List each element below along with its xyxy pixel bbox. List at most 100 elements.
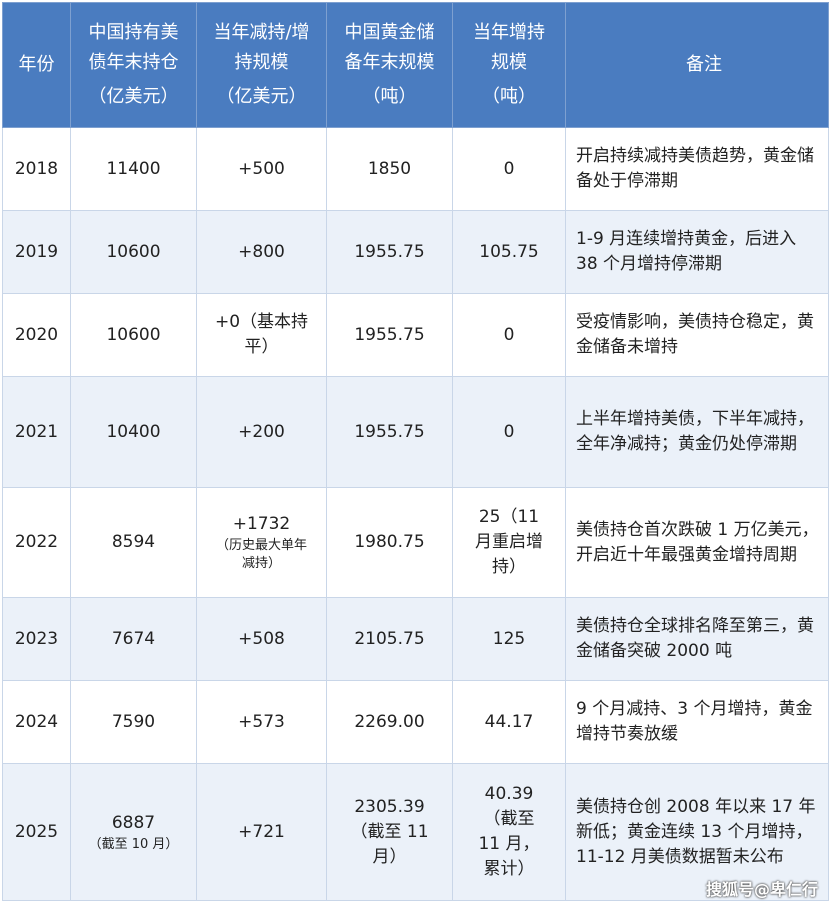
table-cell: 44.17 — [452, 680, 566, 764]
cell-text: 2025 — [14, 821, 59, 842]
cell-text: 2024 — [14, 711, 59, 732]
table-cell: 2105.75 — [326, 597, 453, 681]
cell-text: 美债持仓创 2008 年以来 17 年新低；黄金连续 13 个月增持，11-12… — [576, 796, 816, 867]
cell-text: 10600 — [106, 324, 161, 345]
table-cell: 2022 — [2, 487, 71, 598]
remark-cell: 美债持仓全球排名降至第三，黄金储备突破 2000 吨 — [565, 597, 829, 681]
cell-text: 美债持仓首次跌破 1 万亿美元，开启近十年最强黄金增持周期 — [576, 519, 819, 565]
cell-text: 11400 — [106, 158, 161, 179]
table-cell: 1980.75 — [326, 487, 453, 598]
table-cell: 10600 — [70, 210, 197, 294]
table-cell: 0 — [452, 127, 566, 211]
cell-text: 1980.75 — [354, 532, 425, 552]
table-cell: +1732 （历史最大单年减持） — [196, 487, 327, 598]
cell-text: +508 — [238, 628, 285, 649]
cell-text: 25（11 月重启增持） — [475, 507, 543, 577]
cell-text: +573 — [238, 711, 285, 732]
table-cell: 10400 — [70, 376, 197, 488]
table-cell: 2019 — [2, 210, 71, 294]
cell-text: 1955.75 — [354, 241, 425, 262]
table-cell: 10600 — [70, 293, 197, 377]
cell-text: 7590 — [111, 711, 156, 732]
table-cell: 2305.39（截至 11 月） — [326, 763, 453, 901]
table-row: 2018 11400 +500 1850 0 开启持续减持美债趋势，黄金储备处于停滞期 — [2, 127, 829, 211]
table-cell: 8594 — [70, 487, 197, 598]
table-row: 2019 10600 +800 1955.75 105.75 1-9 月连续增持黄金，后进… — [2, 210, 829, 294]
table-row: 2021 10400 +200 1955.75 0 上半年增持美债，下半年减持，全年净减持… — [2, 376, 829, 488]
cell-text: 1955.75 — [354, 324, 425, 345]
header-row: 年份 中国持有美债年末持仓 （亿美元） 当年减持/增持规模 （亿美元） 中国黄金储备年末规… — [2, 2, 829, 128]
table-cell: 2023 — [2, 597, 71, 681]
table-cell: 7590 — [70, 680, 197, 764]
cell-text: 2023 — [14, 628, 59, 649]
table-cell: +721 — [196, 763, 327, 901]
table-cell: 6887 （截至 10 月） — [70, 763, 197, 901]
table-cell: +200 — [196, 376, 327, 488]
remark-cell: 美债持仓创 2008 年以来 17 年新低；黄金连续 13 个月增持，11-12… — [565, 763, 829, 901]
cell-text: 7674 — [111, 628, 156, 649]
cell-text: +1732 — [232, 514, 291, 534]
table-cell: 2025 — [2, 763, 71, 901]
table-cell: 105.75 — [452, 210, 566, 294]
header-unit: （吨） — [482, 86, 536, 107]
cell-text: 2269.00 — [354, 711, 425, 732]
cell-note: （历史最大单年减持） — [215, 538, 307, 571]
remark-cell: 9 个月减持、3 个月增持，黄金增持节奏放缓 — [565, 680, 829, 764]
header-cell: 中国黄金储备年末规模 （吨） — [326, 2, 453, 128]
cell-text: 2021 — [14, 421, 59, 442]
remark-cell: 1-9 月连续增持黄金，后进入 38 个月增持停滞期 — [565, 210, 829, 294]
header-cell: 当年增持规模 （吨） — [452, 2, 566, 128]
header-cell: 年份 — [2, 2, 71, 128]
table-cell: 1850 — [326, 127, 453, 211]
cell-text: +721 — [238, 821, 285, 842]
cell-text: 1955.75 — [354, 421, 425, 442]
header-unit: （亿美元） — [216, 86, 307, 107]
table-cell: 125 — [452, 597, 566, 681]
header-cell: 当年减持/增持规模 （亿美元） — [196, 2, 327, 128]
table-cell: 0 — [452, 376, 566, 488]
table-row: 2020 10600 +0（基本持平） 1955.75 0 受疫情影响，美债持仓稳定，黄金… — [2, 293, 829, 377]
table-cell: 7674 — [70, 597, 197, 681]
cell-text: 1-9 月连续增持黄金，后进入 38 个月增持停滞期 — [576, 229, 797, 274]
cell-text: 2105.75 — [354, 628, 425, 649]
cell-text: 2018 — [14, 158, 59, 179]
header-unit: （吨） — [362, 86, 417, 107]
cell-text: 44.17 — [484, 711, 534, 732]
cell-text: 2020 — [14, 324, 59, 345]
table-cell: +0（基本持平） — [196, 293, 327, 377]
table-row: 2023 7674 +508 2105.75 125 美债持仓全球排名降至第三，黄金储备突… — [2, 597, 829, 681]
cell-text: +500 — [238, 158, 285, 179]
cell-text: 10400 — [106, 421, 161, 442]
cell-text: 8594 — [111, 532, 156, 552]
cell-text: 2022 — [14, 532, 59, 552]
table-cell: +800 — [196, 210, 327, 294]
table-cell: 0 — [452, 293, 566, 377]
cell-text: 105.75 — [479, 241, 539, 262]
watermark: 搜狐号@卑仁行 — [705, 880, 818, 899]
remark-cell: 上半年增持美债，下半年减持，全年净减持；黄金仍处停滞期 — [565, 376, 829, 488]
cell-text: 0 — [503, 158, 515, 179]
header-title: 当年增持规模 — [473, 22, 545, 73]
cell-text: +0（基本持平） — [214, 312, 309, 357]
cell-text: 受疫情影响，美债持仓稳定，黄金储备未增持 — [576, 312, 814, 357]
table-cell: +500 — [196, 127, 327, 211]
cell-text: 美债持仓全球排名降至第三，黄金储备突破 2000 吨 — [576, 616, 814, 661]
cell-text: 40.39（截至 11 月，累计） — [478, 784, 540, 879]
cell-note: （截至 10 月） — [88, 836, 179, 852]
cell-text: 0 — [503, 421, 515, 442]
table-cell: 2018 — [2, 127, 71, 211]
cell-text: 125 — [492, 628, 526, 649]
cell-text: 2019 — [14, 241, 59, 262]
header-title: 中国持有美债年末持仓 — [88, 22, 179, 73]
header-title: 当年减持/增持规模 — [213, 22, 310, 73]
table-cell: 1955.75 — [326, 293, 453, 377]
header-unit: （亿美元） — [88, 86, 179, 107]
remark-cell: 美债持仓首次跌破 1 万亿美元，开启近十年最强黄金增持周期 — [565, 487, 829, 598]
table-cell: 25（11 月重启增持） — [452, 487, 566, 598]
cell-text: 9 个月减持、3 个月增持，黄金增持节奏放缓 — [576, 699, 813, 744]
table-cell: 2024 — [2, 680, 71, 764]
table-cell: 1955.75 — [326, 210, 453, 294]
cell-text: 开启持续减持美债趋势，黄金储备处于停滞期 — [576, 146, 814, 191]
